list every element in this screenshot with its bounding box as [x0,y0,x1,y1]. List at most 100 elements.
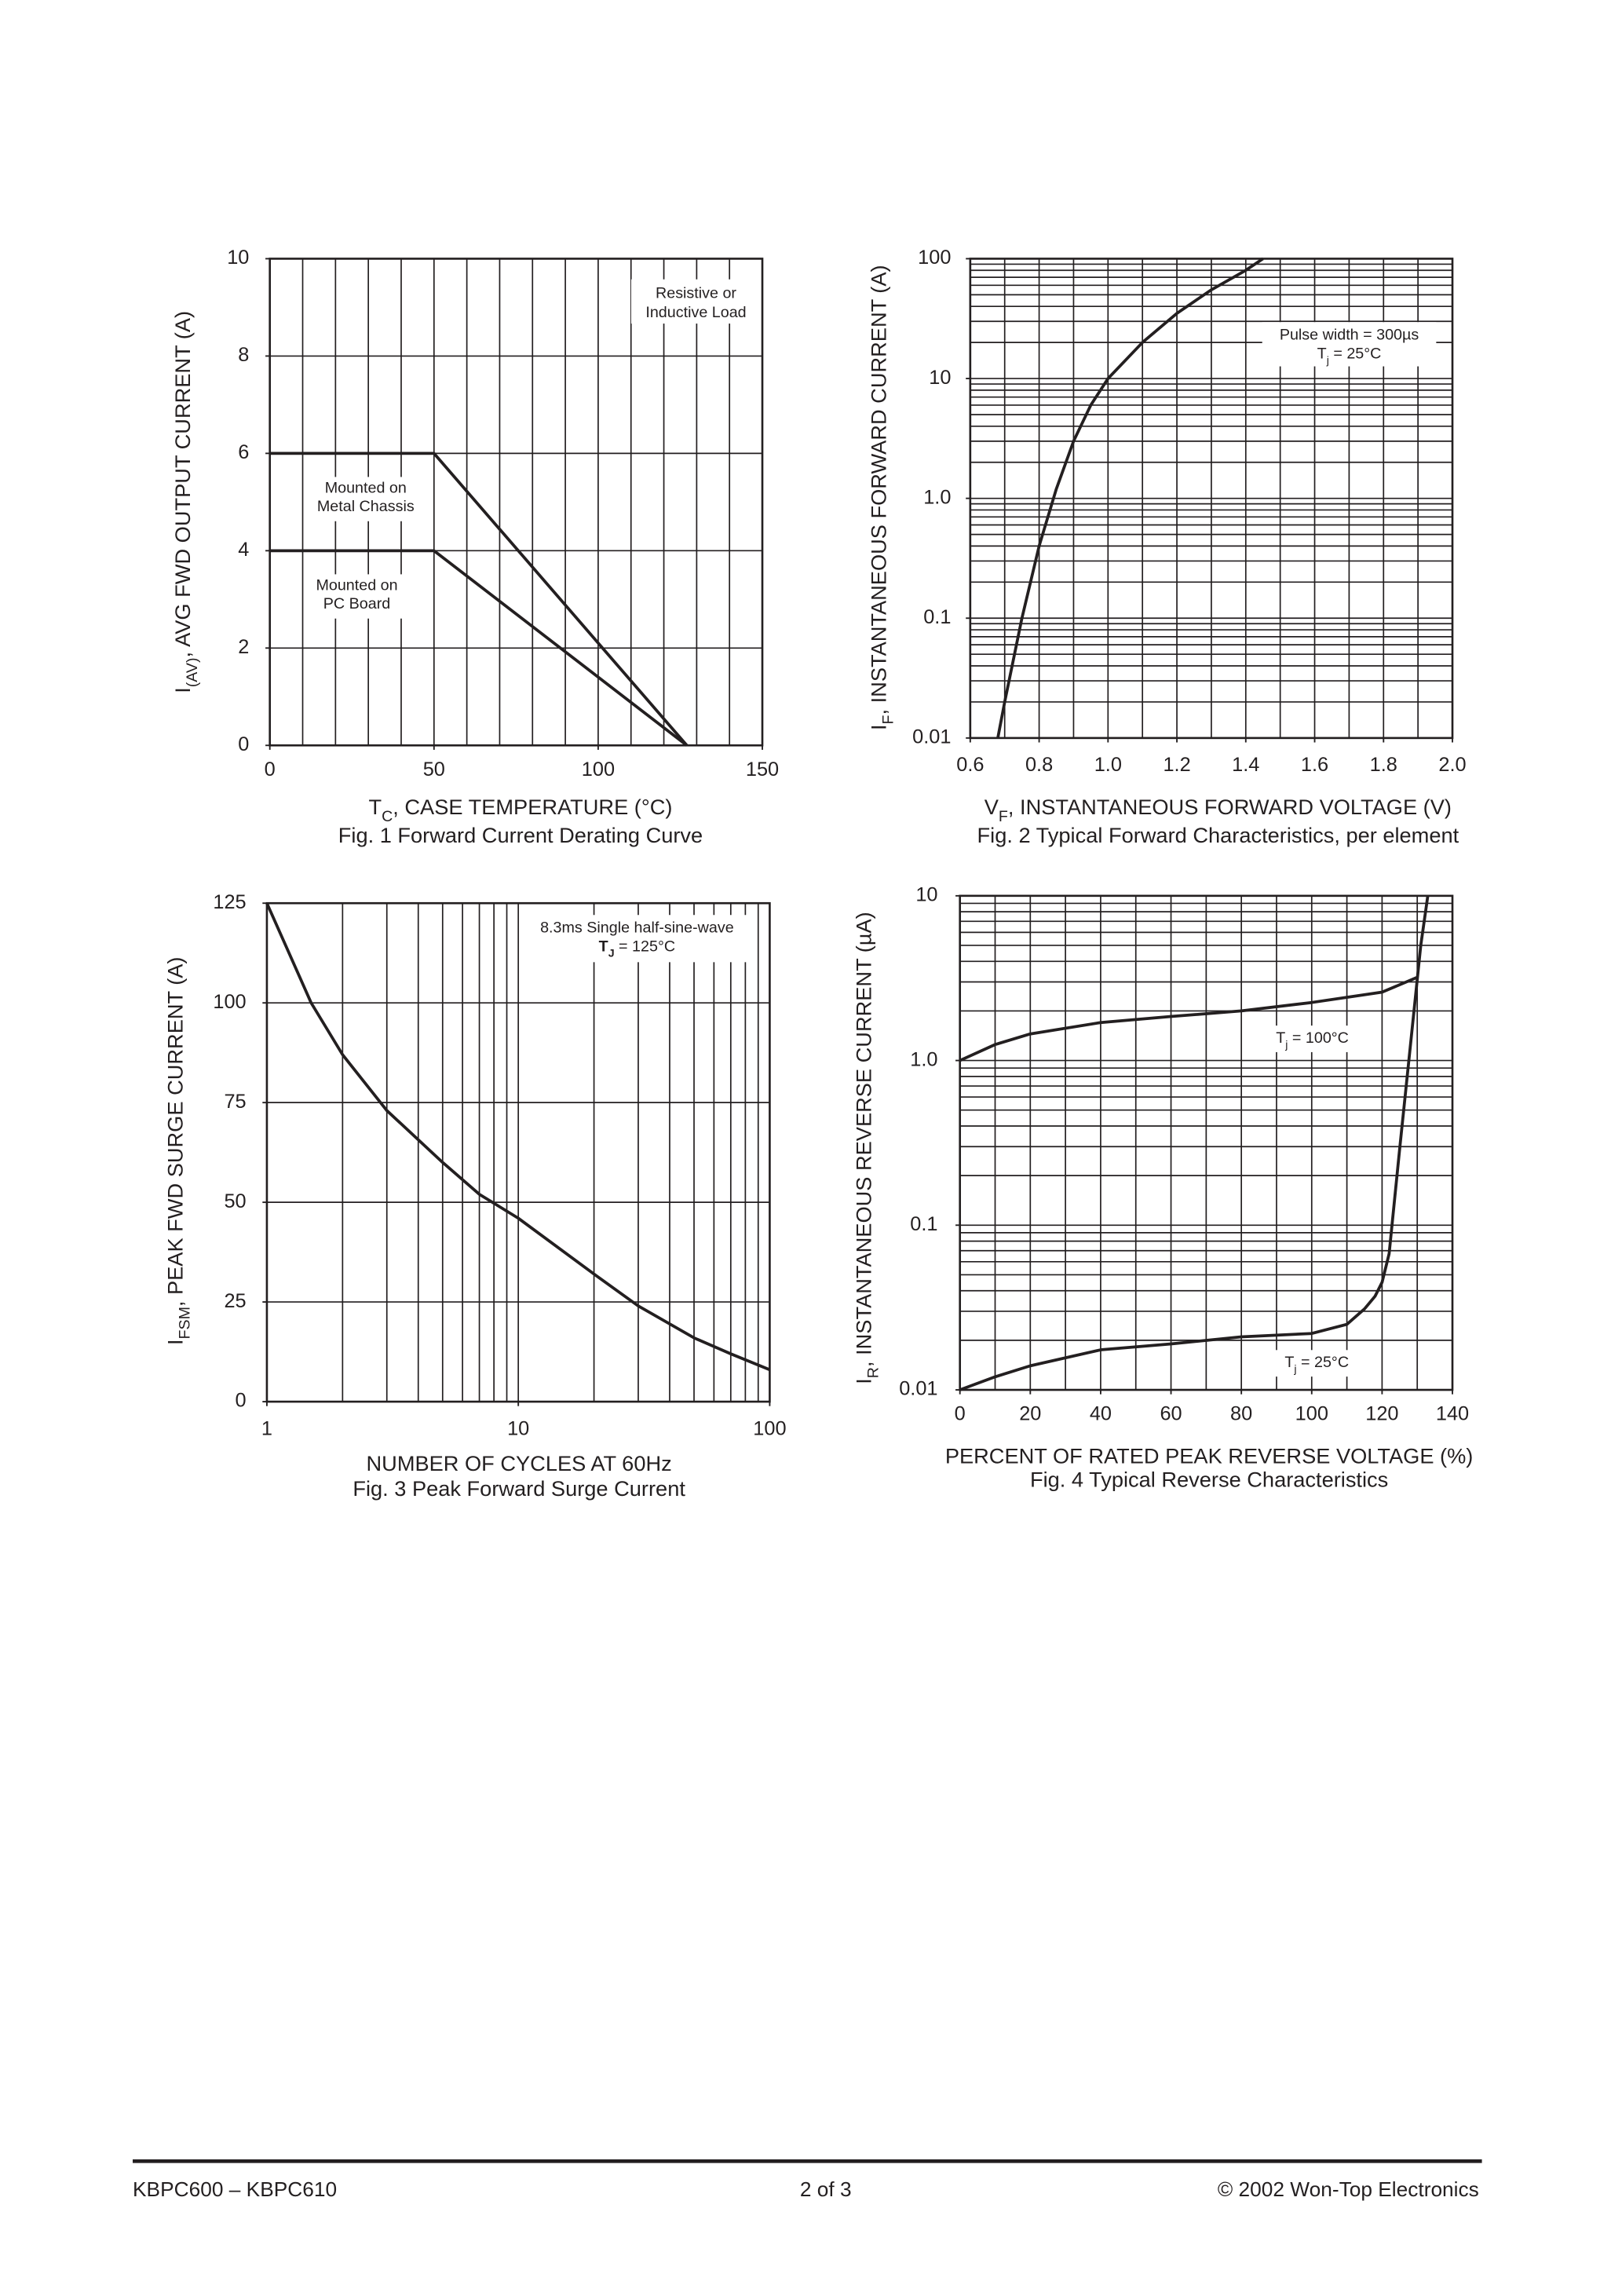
x-tick-label: 140 [1436,1403,1469,1425]
annotation-box [1262,322,1437,367]
series-label: PC Board [323,595,391,612]
series-line [996,257,1264,739]
y-tick-label: 1.0 [923,486,951,508]
figure-caption: Fig. 3 Peak Forward Surge Current [353,1476,685,1501]
y-tick-label: 0.1 [910,1213,937,1235]
y-tick-label: 1.0 [910,1048,937,1070]
text-part: T [368,795,382,819]
annotation: Inductive Load [645,304,746,321]
x-tick-label: 20 [1019,1403,1041,1425]
series-line [269,452,689,747]
y-tick-label: 10 [929,367,951,389]
label-box [312,477,419,521]
plot-frame [269,258,764,747]
footer-center: 2 of 3 [800,2177,852,2201]
text-part: = 25°C [1329,345,1382,363]
x-tick-label: 1 [261,1417,272,1439]
text-part: T [1284,1354,1294,1371]
y-tick-label: 8 [238,344,249,366]
text-part: T [1317,345,1327,363]
y-tick-label: 0 [236,1390,247,1412]
x-tick-label: 40 [1090,1403,1112,1425]
y-axis-label: I(AV), AVG FWD OUTPUT CURRENT (A) [170,311,201,693]
x-axis-label: NUMBER OF CYCLES AT 60Hz [367,1451,672,1475]
y-tick-label: 6 [238,441,249,463]
y-tick-label: 50 [224,1190,246,1212]
y-tick-label: 0.01 [912,726,951,748]
figure-caption: Fig. 2 Typical Forward Characteristics, … [977,823,1459,847]
text-part: I [866,724,890,730]
text-part: = 125°C [615,938,676,956]
plot-frame [959,894,1454,1391]
label-box [1270,1350,1363,1377]
y-tick-label: 10 [227,247,249,269]
x-tick-label: 1.0 [1094,754,1122,776]
x-tick-label: 0.6 [956,754,984,776]
annotation-box [524,915,750,963]
y-tick-label: 25 [224,1290,246,1312]
text-part: T [599,938,608,956]
text-part: J [608,947,615,960]
x-tick-label: 10 [507,1417,529,1439]
y-axis-label: IFSM, PEAK FWD SURGE CURRENT (A) [163,956,194,1345]
text-part: , INSTANTANEOUS FORWARD CURRENT (A) [866,265,890,715]
x-tick-label: 0.8 [1025,754,1053,776]
series-line [959,975,1418,1062]
text-part: T [1276,1029,1285,1047]
label-box [309,574,404,619]
y-tick-label: 100 [918,247,951,269]
x-tick-label: 100 [582,759,615,781]
x-tick-label: 1.8 [1370,754,1397,776]
y-tick-label: 2 [238,636,249,658]
text-part: , AVG FWD OUTPUT CURRENT (A) [170,311,195,658]
text-part: I [170,687,195,693]
text-part: = 25°C [1297,1354,1350,1371]
label-box [1265,1026,1360,1052]
series-label: Mounted on [316,577,397,594]
y-axis-label: IR, INSTANTANEOUS REVERSE CURRENT (µA) [852,912,882,1384]
text-part: , CASE TEMPERATURE (°C) [393,795,672,819]
y-tick-label: 125 [213,891,246,913]
y-tick-label: 10 [915,884,937,906]
x-tick-label: 100 [753,1417,786,1439]
text-part: V [985,795,999,819]
text-part: (AV) [184,657,201,687]
x-axis-label: TC, CASE TEMPERATURE (°C) [368,795,672,825]
text-part: F [879,715,897,724]
x-tick-label: 2.0 [1438,754,1466,776]
x-tick-label: 1.2 [1163,754,1190,776]
x-tick-label: 0 [955,1403,966,1425]
series-label: Tj = 100°C [1276,1029,1349,1051]
x-tick-label: 100 [1295,1403,1328,1425]
annotation-box [630,279,762,324]
annotation: TJ = 125°C [599,938,675,960]
y-tick-label: 0.01 [899,1378,937,1400]
text-part: F [999,808,1008,825]
text-part: , PEAK FWD SURGE CURRENT (A) [163,956,188,1307]
series-line [265,902,771,1372]
text-part: , INSTANTANEOUS FORWARD VOLTAGE (V) [1008,795,1452,819]
text-part: j [1284,1039,1288,1051]
y-tick-label: 100 [213,991,246,1013]
text-part: j [1326,354,1329,367]
annotation: 8.3ms Single half-sine-wave [540,919,734,936]
text-part: I [163,1339,188,1345]
text-part: I [852,1378,876,1384]
y-tick-label: 0 [238,733,249,755]
x-tick-label: 50 [423,759,445,781]
text-part: C [382,808,393,825]
annotation: Resistive or [656,285,736,302]
series-line [269,549,688,747]
y-tick-label: 75 [224,1091,246,1113]
x-axis-label: PERCENT OF RATED PEAK REVERSE VOLTAGE (%… [945,1444,1474,1468]
series-label: Metal Chassis [317,498,415,515]
annotation: Pulse width = 300µs [1280,326,1419,343]
y-tick-label: 0.1 [923,606,951,628]
y-tick-label: 4 [238,539,249,561]
x-tick-label: 0 [265,759,276,781]
series-label: Tj = 25°C [1284,1354,1349,1376]
text-part: R [865,1367,882,1378]
figure-caption: Fig. 1 Forward Current Derating Curve [338,823,703,847]
